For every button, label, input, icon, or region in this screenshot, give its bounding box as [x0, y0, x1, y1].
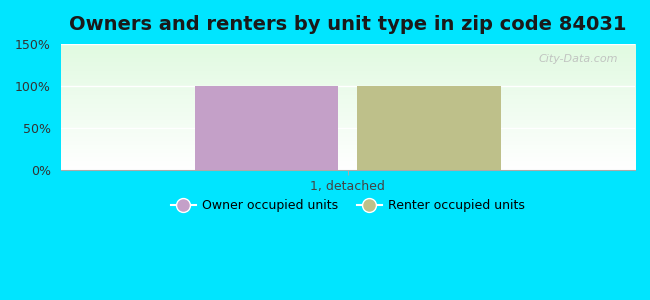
Legend: Owner occupied units, Renter occupied units: Owner occupied units, Renter occupied un…: [166, 194, 530, 217]
Text: City-Data.com: City-Data.com: [538, 54, 617, 64]
Bar: [194, 86, 338, 170]
Bar: [358, 86, 501, 170]
Title: Owners and renters by unit type in zip code 84031: Owners and renters by unit type in zip c…: [69, 15, 627, 34]
